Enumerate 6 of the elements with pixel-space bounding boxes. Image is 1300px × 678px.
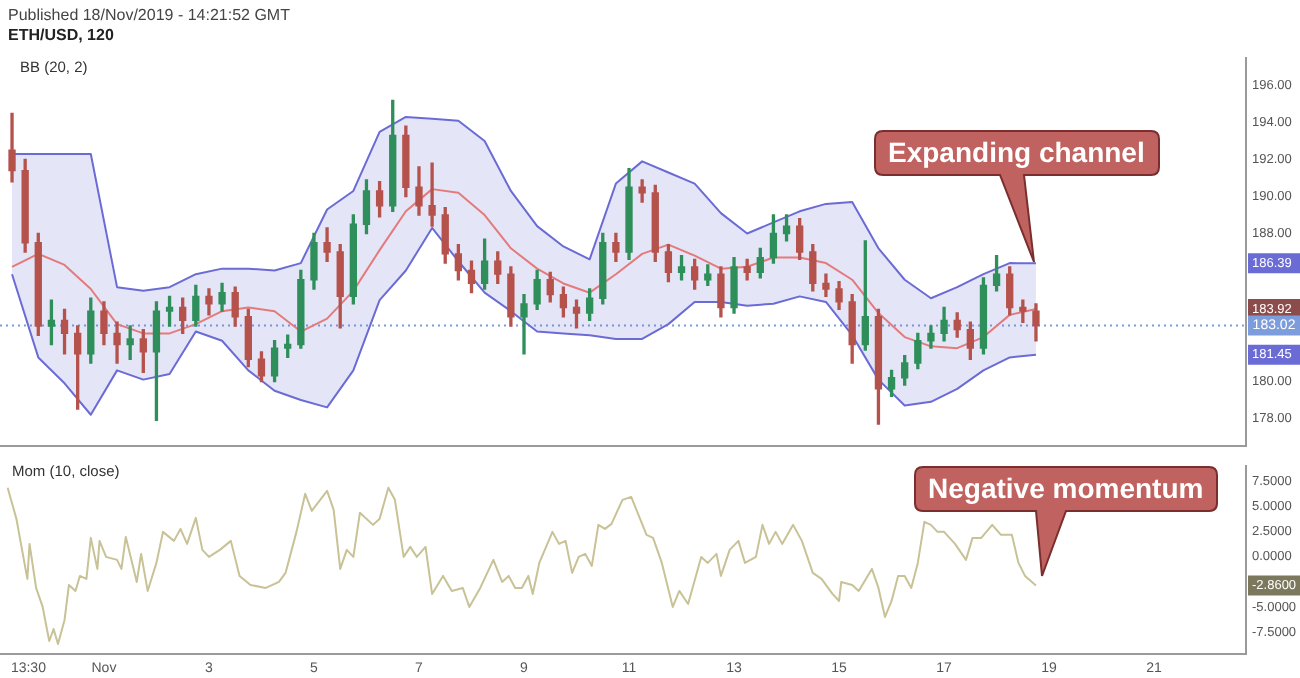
annotation: Negative momentum [928,470,1204,506]
annotation: Expanding channel [888,134,1145,170]
speech-bubble: Negative momentum [914,466,1220,580]
chart-subtitle: ETH/USD, 120 [8,26,114,44]
speech-bubble: Expanding channel [874,130,1162,266]
chart-title: Published 18/Nov/2019 - 14:21:52 GMT [8,6,290,24]
